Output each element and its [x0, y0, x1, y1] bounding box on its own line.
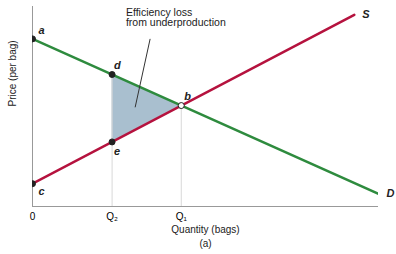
svg-text:D: D [387, 187, 395, 199]
svg-text:Quantity (bags): Quantity (bags) [171, 224, 239, 235]
svg-text:0: 0 [30, 211, 36, 222]
svg-text:a: a [39, 24, 45, 36]
svg-text:e: e [114, 145, 120, 157]
svg-text:Q₂: Q₂ [106, 211, 118, 222]
svg-text:S: S [362, 8, 370, 20]
svg-text:(a): (a) [199, 238, 211, 249]
svg-text:c: c [39, 185, 45, 197]
svg-text:Q₁: Q₁ [176, 211, 188, 222]
svg-text:b: b [184, 90, 191, 102]
svg-text:Efficiency lossfrom underprodu: Efficiency lossfrom underproduction [126, 6, 226, 29]
svg-text:d: d [114, 59, 121, 71]
svg-text:Price (per bag): Price (per bag) [7, 40, 18, 106]
